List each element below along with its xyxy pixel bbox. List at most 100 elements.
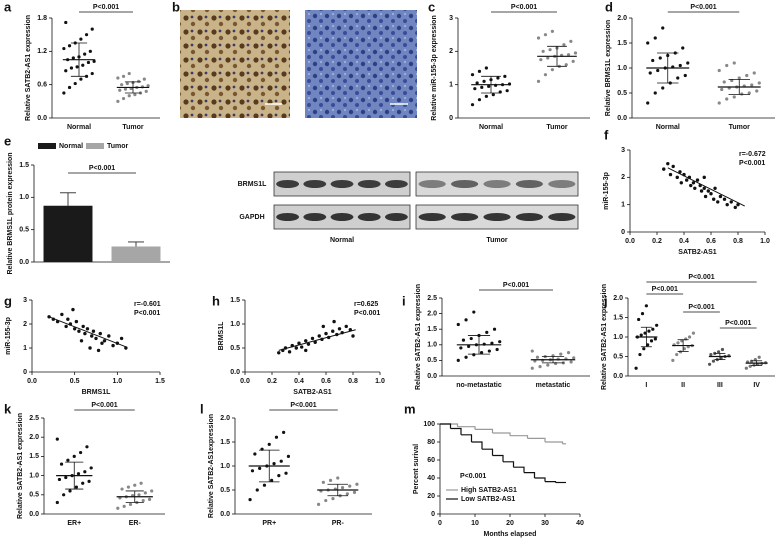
dot [640, 312, 645, 316]
dot [146, 84, 150, 88]
y-tick-label: 1 [449, 82, 453, 89]
p-value: P<0.001 [89, 165, 115, 172]
point [66, 317, 70, 321]
dot [258, 466, 262, 470]
dot [122, 504, 126, 508]
p-value: P<0.001 [688, 274, 714, 281]
dot [498, 340, 502, 344]
dot [121, 96, 126, 101]
y-tick-label: 0 [449, 115, 453, 122]
x-tick-label: 0.4 [679, 238, 689, 245]
y-tick-label: 1.5 [613, 314, 623, 321]
point [83, 331, 87, 336]
x-axis-label: BRMS1L [82, 389, 112, 396]
dot [75, 65, 79, 69]
dot [127, 71, 131, 76]
dot [740, 92, 744, 96]
p-value: P<0.001 [93, 4, 119, 11]
legend-label: Low SATB2-AS1 [461, 496, 515, 503]
dot [139, 481, 143, 485]
dot [143, 491, 147, 495]
bar [43, 205, 93, 262]
dot [92, 59, 96, 63]
y-axis-label: Relative SATB2-AS1 expression [17, 413, 24, 519]
y-tick-label: 2.0 [29, 434, 39, 441]
panel-label: d [605, 0, 613, 14]
dot [653, 337, 657, 341]
dot [571, 59, 575, 63]
y-tick-label: 0 [621, 229, 625, 236]
point [712, 197, 716, 201]
dot [336, 476, 340, 480]
dot [717, 68, 721, 73]
dot [720, 347, 725, 352]
panel-label: c [428, 0, 435, 14]
panel-label: k [4, 401, 12, 416]
dot [472, 353, 476, 357]
p-value: P<0.001 [460, 473, 486, 480]
dot [638, 352, 642, 357]
dot [473, 87, 477, 91]
dot [137, 493, 141, 497]
dot [66, 458, 70, 462]
point [702, 175, 706, 180]
point [736, 202, 740, 207]
dot [484, 66, 488, 70]
x-tick-label: Tumor [122, 124, 144, 131]
dot [678, 63, 682, 68]
fit-line [48, 316, 127, 348]
legend-label: High SATB2-AS1 [461, 487, 517, 494]
dot [456, 358, 460, 362]
dot [121, 74, 126, 78]
survival-step [527, 437, 546, 442]
y-tick-label: 0.0 [29, 511, 39, 518]
dot [120, 83, 124, 87]
dot [282, 430, 286, 434]
y-tick-label: 0.5 [19, 227, 29, 234]
point [124, 346, 128, 350]
point [695, 178, 700, 182]
point [98, 331, 102, 336]
dot [331, 497, 335, 501]
blot-band [276, 180, 300, 188]
dot [137, 79, 141, 83]
dot [255, 488, 259, 492]
dot [725, 97, 729, 101]
dot [88, 49, 92, 53]
dot [272, 462, 276, 466]
point [729, 200, 733, 204]
legend-swatch [38, 143, 56, 149]
survival-step [475, 428, 494, 433]
point [693, 186, 697, 190]
dot [647, 329, 651, 333]
y-axis-label: Relative miR-155-3p expression [431, 15, 438, 120]
ihc-tumor [305, 10, 417, 118]
dot [469, 336, 473, 341]
x-tick-label: 20 [506, 520, 514, 527]
dot [642, 347, 646, 351]
x-tick-label: 0.6 [321, 378, 331, 385]
survival-step [492, 454, 504, 462]
dot [464, 355, 468, 359]
legend-swatch [86, 143, 104, 149]
dot [745, 73, 749, 78]
dot [573, 51, 578, 55]
dot [79, 77, 83, 81]
dot [564, 63, 568, 67]
point [685, 178, 689, 182]
dot [737, 76, 741, 80]
y-tick-label: 60 [427, 457, 435, 464]
point [725, 202, 729, 207]
dot [79, 37, 83, 41]
y-axis-label: BRMS1L [218, 321, 225, 351]
y-tick-label: 1.5 [19, 162, 29, 169]
y-tick-label: 40 [427, 475, 435, 482]
point [94, 336, 98, 341]
dot [480, 85, 484, 89]
dot [548, 48, 552, 52]
dot [83, 52, 87, 56]
point [313, 340, 317, 344]
stat-label: r=-0.601 [134, 301, 161, 308]
dot [262, 483, 267, 487]
